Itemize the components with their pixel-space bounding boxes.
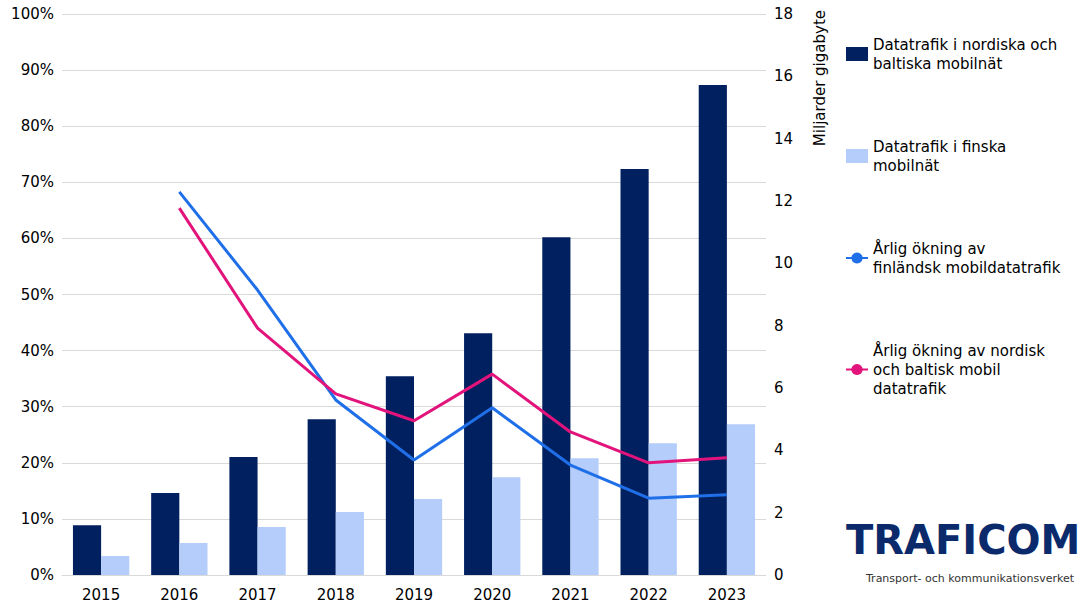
svg-text:finländsk mobildatatrafik: finländsk mobildatatrafik — [873, 259, 1061, 277]
svg-text:Datatrafik i nordiska och: Datatrafik i nordiska och — [873, 36, 1062, 54]
svg-text:12: 12 — [774, 192, 793, 210]
svg-text:10%: 10% — [21, 510, 54, 528]
svg-text:2019: 2019 — [395, 586, 433, 604]
svg-text:18: 18 — [774, 5, 793, 23]
svg-text:TRAFICOM: TRAFICOM — [846, 517, 1080, 563]
svg-text:50%: 50% — [21, 286, 54, 304]
svg-text:2021: 2021 — [551, 586, 589, 604]
svg-text:2020: 2020 — [473, 586, 511, 604]
svg-text:0: 0 — [774, 566, 784, 584]
svg-text:30%: 30% — [21, 398, 54, 416]
svg-text:2: 2 — [774, 504, 784, 522]
svg-text:Miljarder gigabyte: Miljarder gigabyte — [811, 10, 829, 146]
svg-text:och baltisk mobil: och baltisk mobil — [873, 361, 1005, 379]
svg-text:14: 14 — [774, 130, 793, 148]
svg-text:4: 4 — [774, 441, 784, 459]
svg-text:Årlig ökning av: Årlig ökning av — [873, 239, 990, 258]
svg-text:16: 16 — [774, 67, 793, 85]
svg-text:8: 8 — [774, 317, 784, 335]
svg-text:2017: 2017 — [238, 586, 276, 604]
svg-text:40%: 40% — [21, 342, 54, 360]
svg-text:datatrafik: datatrafik — [873, 380, 946, 398]
svg-text:0%: 0% — [30, 566, 54, 584]
svg-text:10: 10 — [774, 254, 793, 272]
svg-text:Årlig ökning av nordisk: Årlig ökning av nordisk — [873, 341, 1050, 360]
svg-text:2022: 2022 — [630, 586, 668, 604]
svg-text:mobilnät: mobilnät — [873, 157, 939, 175]
svg-text:Datatrafik i finska: Datatrafik i finska — [873, 138, 1011, 156]
svg-text:90%: 90% — [21, 61, 54, 79]
svg-text:2016: 2016 — [160, 586, 198, 604]
svg-text:2018: 2018 — [317, 586, 355, 604]
svg-text:70%: 70% — [21, 173, 54, 191]
svg-text:baltiska mobilnät: baltiska mobilnät — [873, 55, 1002, 73]
svg-text:20%: 20% — [21, 454, 54, 472]
svg-text:60%: 60% — [21, 229, 54, 247]
svg-text:2015: 2015 — [82, 586, 120, 604]
svg-text:80%: 80% — [21, 117, 54, 135]
svg-text:6: 6 — [774, 379, 784, 397]
svg-text:2023: 2023 — [708, 586, 746, 604]
svg-text:Transport- och kommunikationsv: Transport- och kommunikationsverket — [865, 572, 1075, 585]
svg-text:100%: 100% — [11, 5, 54, 23]
